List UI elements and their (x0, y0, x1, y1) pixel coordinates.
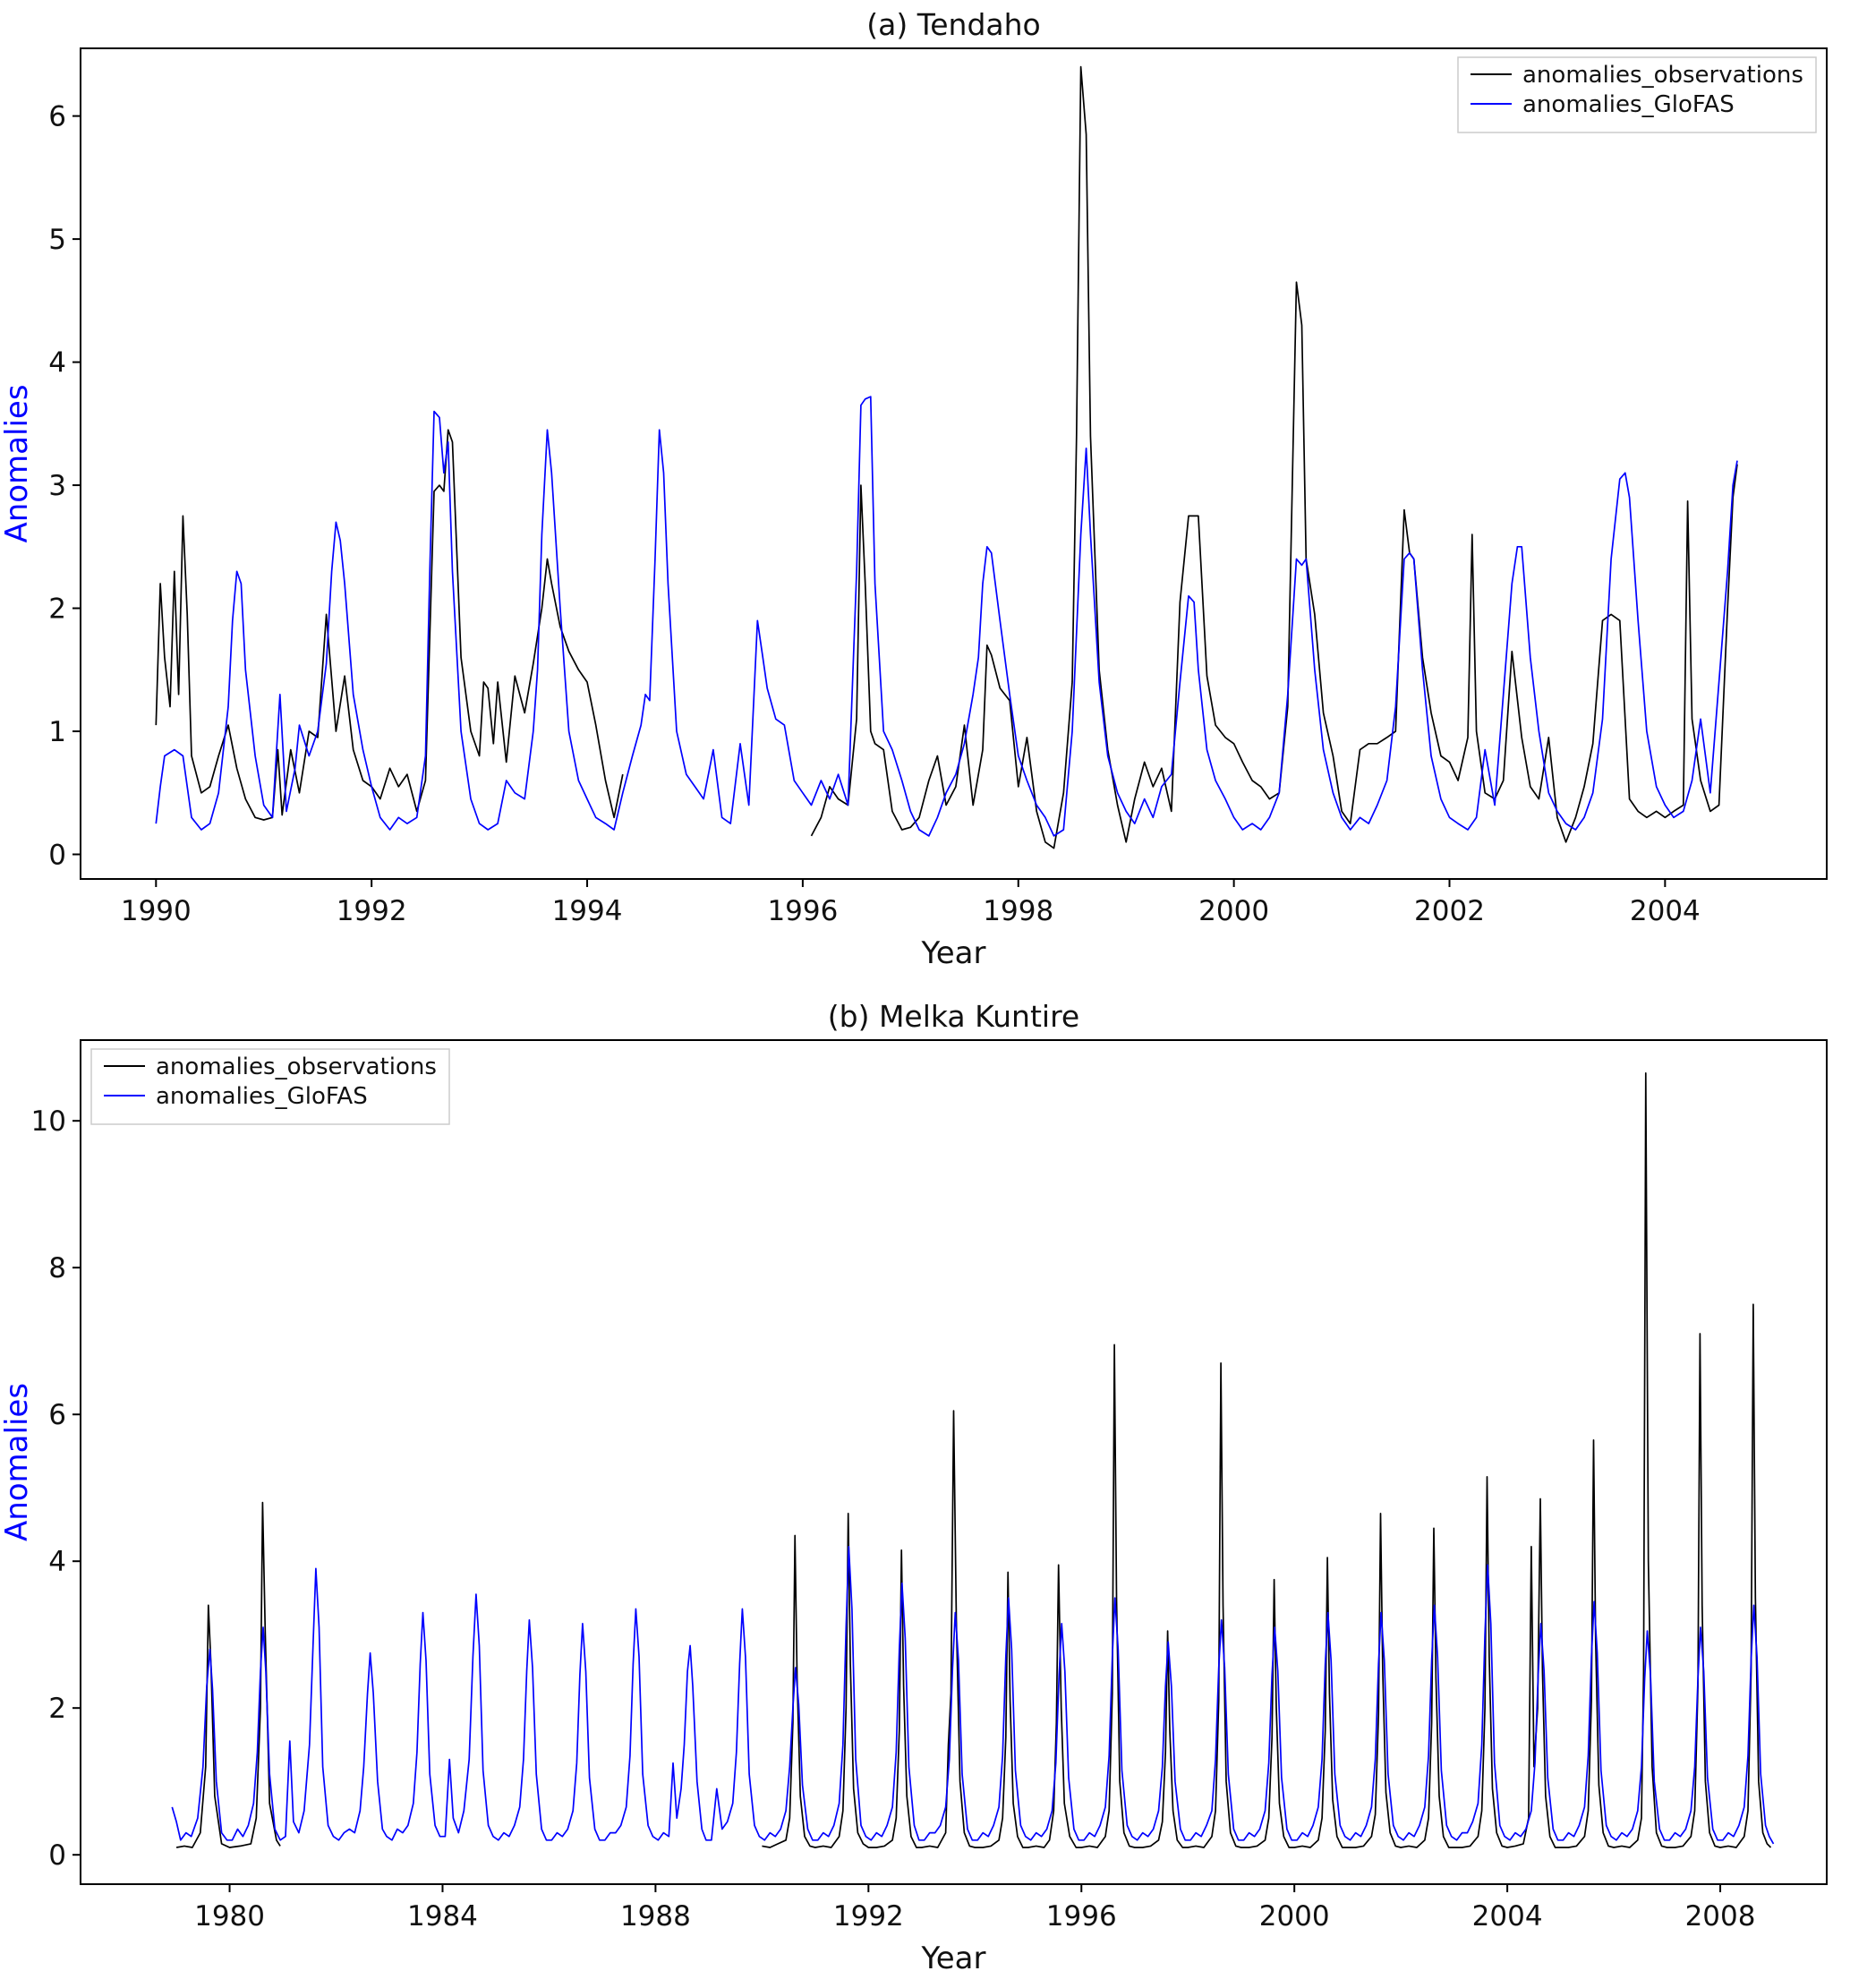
tendaho-plot-canvas: 1990 1992 1994 1996 1998 2000 2002 2004 0 1 2 3 4 5 6 Y… (0, 47, 1828, 971)
svg-text:1996: 1996 (767, 895, 838, 927)
svg-text:3: 3 (48, 470, 66, 502)
figure-melka-kuntire: (b) Melka Kuntire 1980 1984 1988 1992 1996 20… (0, 992, 1850, 1984)
svg-text:10: 10 (31, 1105, 66, 1138)
svg-text:Anomalies: Anomalies (0, 384, 35, 542)
chart-title-melka-kuntire: (b) Melka Kuntire (827, 999, 1080, 1034)
melka-kuntire-plot-canvas: 1980 1984 1988 1992 1996 2000 2004 2008 0 2 4 6 8 10 Y… (0, 1039, 1828, 1976)
svg-text:2: 2 (48, 593, 66, 626)
chart-title-tendaho: (a) Tendaho (866, 7, 1041, 42)
figure-tendaho: (a) Tendaho 1990 1992 1994 1996 1998 2000 2002… (0, 0, 1850, 979)
svg-text:anomalies_observations: anomalies_observations (156, 1054, 437, 1080)
svg-text:Year: Year (921, 1941, 986, 1976)
svg-text:Year: Year (921, 935, 986, 971)
svg-text:2: 2 (48, 1693, 66, 1725)
svg-text:4: 4 (48, 347, 66, 380)
svg-text:5: 5 (48, 224, 66, 256)
svg-text:1994: 1994 (552, 895, 623, 927)
svg-text:4: 4 (48, 1546, 66, 1578)
svg-text:0: 0 (48, 1839, 66, 1872)
svg-text:1988: 1988 (620, 1900, 691, 1933)
svg-text:1992: 1992 (337, 895, 407, 927)
svg-text:1992: 1992 (833, 1900, 904, 1933)
svg-text:2000: 2000 (1259, 1900, 1330, 1933)
svg-text:2000: 2000 (1198, 895, 1269, 927)
svg-text:anomalies_GloFAS: anomalies_GloFAS (156, 1083, 368, 1110)
svg-text:1: 1 (48, 716, 66, 748)
svg-text:1980: 1980 (194, 1900, 265, 1933)
svg-text:anomalies_GloFAS: anomalies_GloFAS (1522, 91, 1735, 118)
svg-text:2004: 2004 (1472, 1900, 1543, 1933)
svg-text:8: 8 (48, 1252, 66, 1284)
svg-text:2008: 2008 (1685, 1900, 1756, 1933)
svg-text:1998: 1998 (983, 895, 1053, 927)
svg-text:6: 6 (48, 101, 66, 133)
svg-text:1996: 1996 (1046, 1900, 1117, 1933)
svg-text:2004: 2004 (1630, 895, 1701, 927)
svg-text:6: 6 (48, 1399, 66, 1431)
svg-text:Anomalies: Anomalies (0, 1383, 35, 1541)
svg-text:1984: 1984 (407, 1900, 478, 1933)
svg-text:2002: 2002 (1414, 895, 1485, 927)
svg-text:1990: 1990 (121, 895, 192, 927)
svg-text:0: 0 (48, 840, 66, 872)
svg-text:anomalies_observations: anomalies_observations (1522, 62, 1803, 89)
